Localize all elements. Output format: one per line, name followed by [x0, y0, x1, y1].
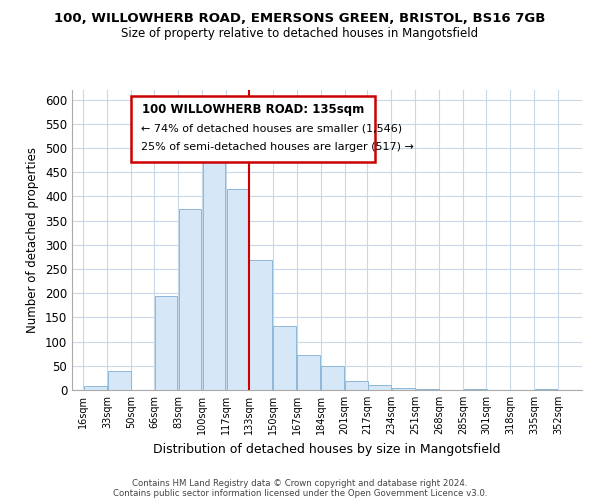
Bar	[464, 389, 487, 390]
Bar	[321, 366, 344, 390]
Bar	[273, 326, 296, 390]
Y-axis label: Number of detached properties: Number of detached properties	[26, 147, 40, 333]
Bar	[392, 388, 415, 390]
Text: Size of property relative to detached houses in Mangotsfield: Size of property relative to detached ho…	[121, 28, 479, 40]
Text: 100 WILLOWHERB ROAD: 135sqm: 100 WILLOWHERB ROAD: 135sqm	[142, 104, 364, 117]
Bar	[227, 189, 250, 390]
Text: ← 74% of detached houses are smaller (1,546): ← 74% of detached houses are smaller (1,…	[141, 123, 402, 133]
Bar	[297, 354, 320, 390]
Bar	[179, 208, 202, 390]
Text: Contains public sector information licensed under the Open Government Licence v3: Contains public sector information licen…	[113, 488, 487, 498]
Bar	[368, 385, 391, 390]
Bar	[249, 260, 272, 390]
Bar	[155, 296, 178, 390]
FancyBboxPatch shape	[131, 96, 376, 162]
Bar	[416, 388, 439, 390]
Bar	[84, 386, 107, 390]
Bar	[535, 388, 557, 390]
Bar	[203, 153, 226, 390]
Text: 25% of semi-detached houses are larger (517) →: 25% of semi-detached houses are larger (…	[141, 142, 414, 152]
Text: 100, WILLOWHERB ROAD, EMERSONS GREEN, BRISTOL, BS16 7GB: 100, WILLOWHERB ROAD, EMERSONS GREEN, BR…	[55, 12, 545, 26]
Bar	[108, 370, 131, 390]
Text: Contains HM Land Registry data © Crown copyright and database right 2024.: Contains HM Land Registry data © Crown c…	[132, 478, 468, 488]
X-axis label: Distribution of detached houses by size in Mangotsfield: Distribution of detached houses by size …	[153, 442, 501, 456]
Bar	[345, 382, 368, 390]
